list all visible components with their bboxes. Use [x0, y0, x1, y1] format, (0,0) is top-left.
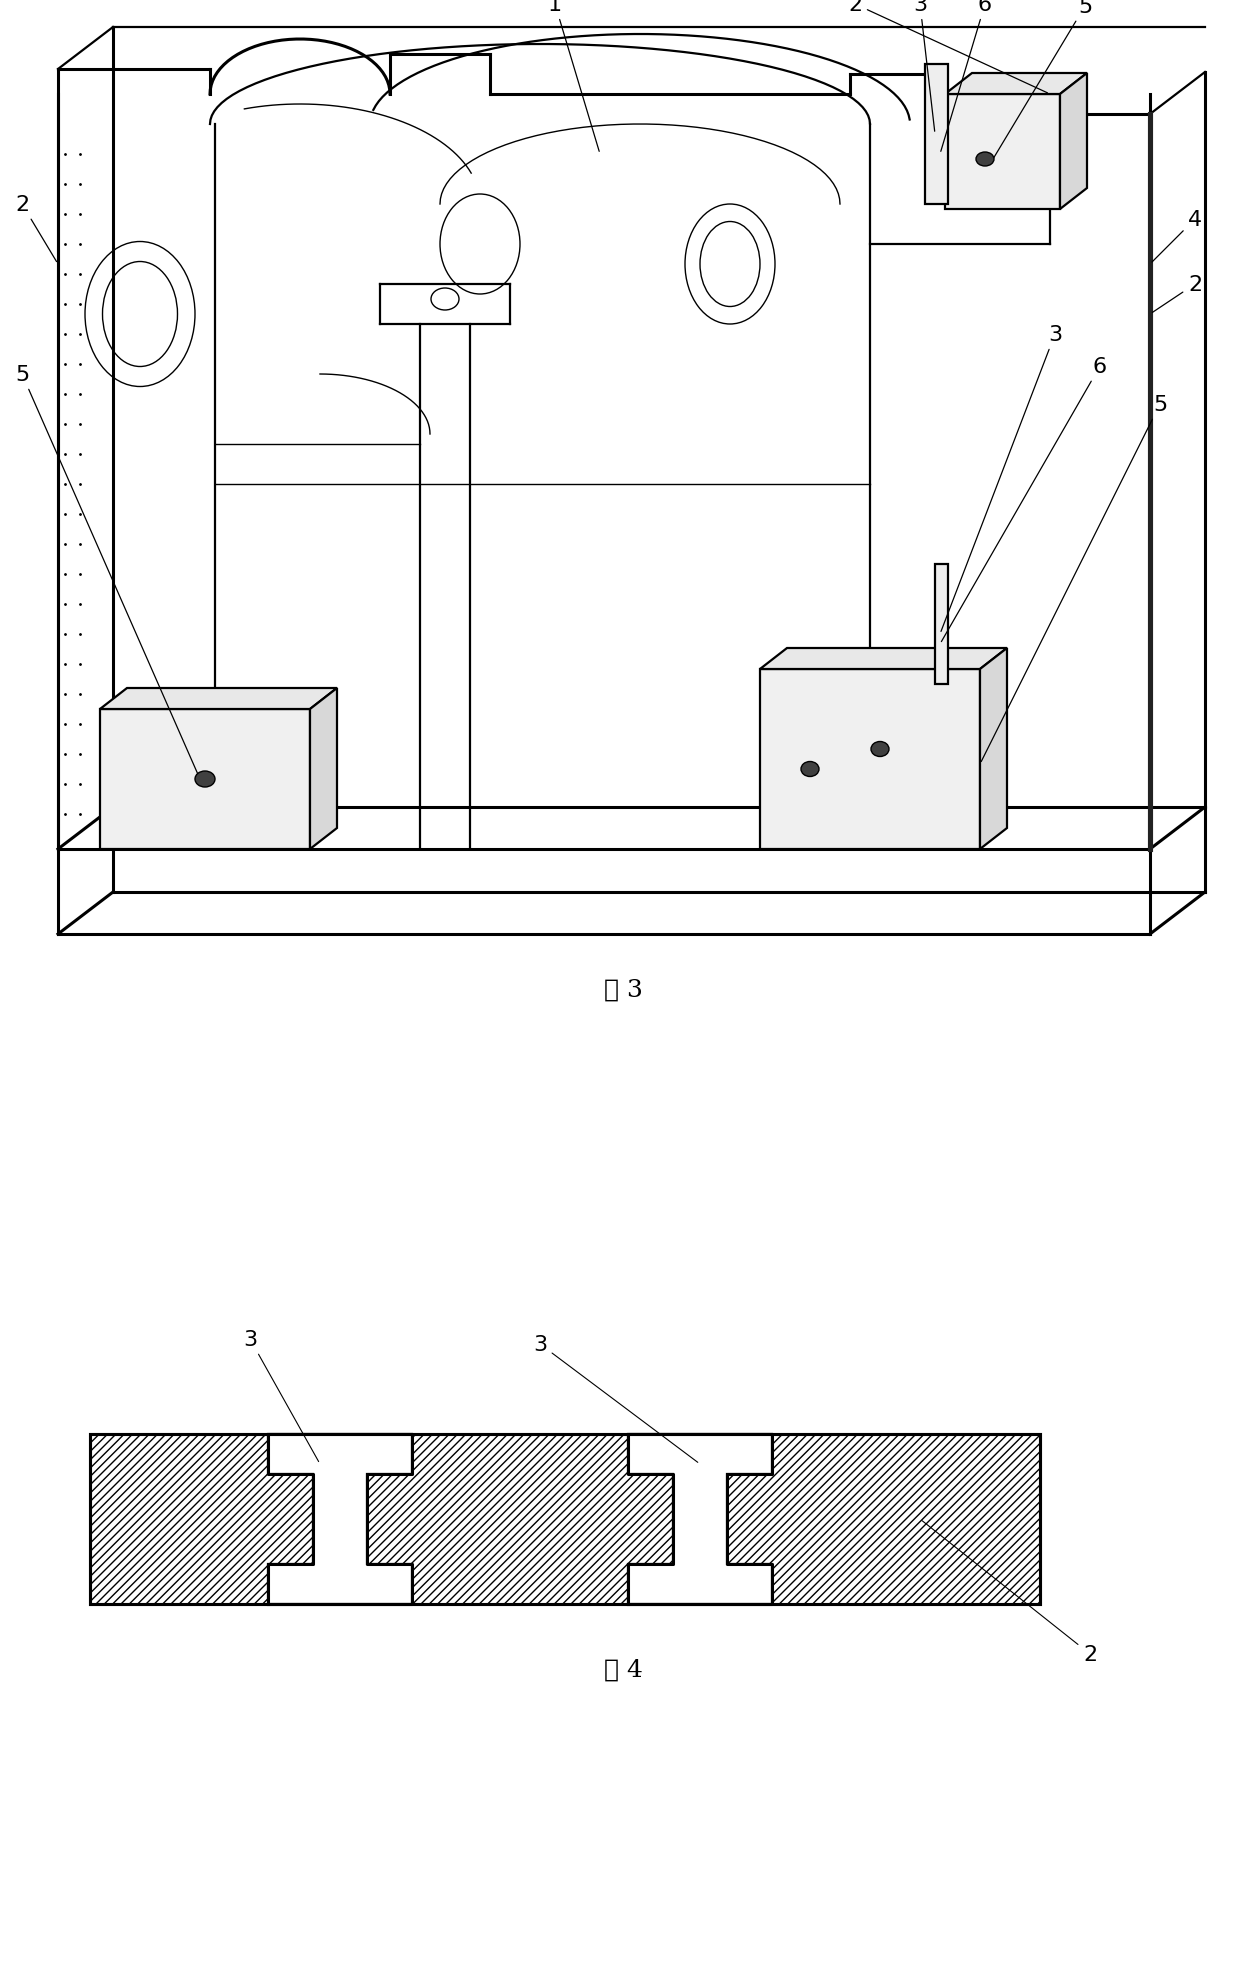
Text: 图 4: 图 4 [603, 1658, 643, 1681]
Text: 6: 6 [941, 0, 992, 153]
Text: 2: 2 [922, 1520, 1096, 1664]
Bar [934, 566, 948, 685]
Text: 图 3: 图 3 [603, 978, 643, 1002]
Polygon shape [628, 1434, 773, 1605]
Bar [90, 1434, 1040, 1605]
Ellipse shape [801, 762, 819, 778]
Bar [90, 1434, 1040, 1605]
Text: 2: 2 [1153, 275, 1202, 314]
Bar [925, 65, 948, 204]
Text: 3: 3 [533, 1334, 698, 1463]
Ellipse shape [431, 289, 459, 310]
Ellipse shape [871, 742, 888, 756]
Bar [100, 709, 310, 850]
Text: 2: 2 [849, 0, 1048, 94]
Text: 5: 5 [992, 0, 1093, 163]
Text: 6: 6 [942, 357, 1106, 642]
Text: 4: 4 [1153, 210, 1202, 263]
Polygon shape [981, 648, 1007, 850]
Bar [760, 670, 981, 850]
Bar [944, 94, 1060, 210]
Ellipse shape [976, 153, 994, 167]
Polygon shape [760, 648, 1007, 670]
Text: 5: 5 [15, 365, 199, 778]
Text: 5: 5 [982, 395, 1168, 762]
Polygon shape [100, 689, 336, 709]
Text: 3: 3 [941, 324, 1062, 632]
Text: 3: 3 [243, 1330, 319, 1461]
Text: 3: 3 [913, 0, 934, 132]
Polygon shape [268, 1434, 412, 1605]
Polygon shape [944, 75, 1087, 94]
Text: 1: 1 [548, 0, 599, 153]
Text: 2: 2 [15, 194, 56, 263]
Polygon shape [310, 689, 336, 850]
Ellipse shape [196, 772, 216, 788]
Polygon shape [1060, 75, 1087, 210]
